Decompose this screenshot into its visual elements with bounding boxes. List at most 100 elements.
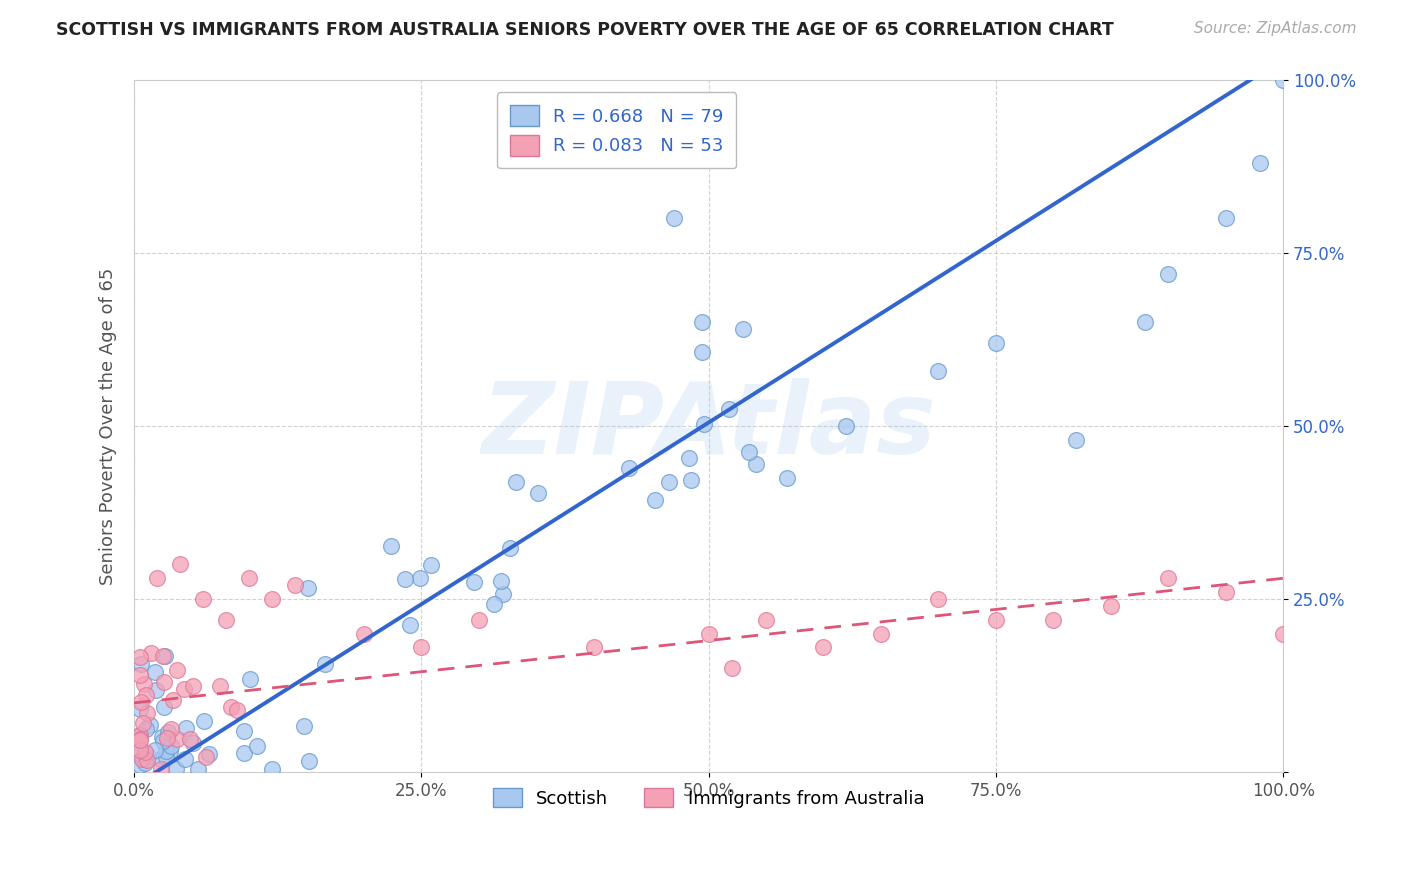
Point — [260, 762, 283, 776]
Point — [128, 732, 150, 747]
Point — [128, 650, 150, 665]
Point — [870, 626, 893, 640]
Point — [128, 743, 150, 757]
Point — [468, 613, 491, 627]
Y-axis label: Seniors Poverty Over the Age of 65: Seniors Poverty Over the Age of 65 — [100, 268, 117, 585]
Point — [149, 752, 172, 766]
Point — [145, 665, 167, 679]
Point — [399, 617, 422, 632]
Point — [131, 715, 153, 730]
Point — [128, 728, 150, 742]
Point — [128, 747, 150, 761]
Point — [179, 731, 201, 746]
Text: ZIPAtlas: ZIPAtlas — [481, 377, 936, 475]
Point — [159, 744, 181, 758]
Point — [284, 578, 307, 592]
Point — [298, 754, 321, 768]
Point — [644, 492, 666, 507]
Point — [155, 744, 177, 758]
Point — [1135, 315, 1157, 329]
Point — [314, 657, 336, 671]
Point — [260, 592, 283, 607]
Point — [1099, 599, 1122, 613]
Point — [463, 574, 485, 589]
Point — [505, 475, 527, 489]
Point — [380, 539, 402, 553]
Point — [720, 661, 742, 675]
Text: SCOTTISH VS IMMIGRANTS FROM AUSTRALIA SENIORS POVERTY OVER THE AGE OF 65 CORRELA: SCOTTISH VS IMMIGRANTS FROM AUSTRALIA SE… — [56, 21, 1114, 38]
Point — [1157, 267, 1180, 281]
Point — [835, 419, 858, 434]
Point — [927, 364, 949, 378]
Point — [658, 475, 681, 490]
Point — [984, 336, 1007, 351]
Point — [693, 417, 716, 431]
Point — [143, 743, 166, 757]
Point — [150, 731, 173, 745]
Text: Source: ZipAtlas.com: Source: ZipAtlas.com — [1194, 21, 1357, 36]
Point — [233, 723, 256, 738]
Point — [233, 746, 256, 760]
Point — [208, 679, 231, 693]
Point — [984, 613, 1007, 627]
Point — [194, 749, 217, 764]
Point — [169, 558, 191, 572]
Point — [128, 702, 150, 716]
Point — [690, 315, 713, 329]
Point — [755, 613, 778, 627]
Point — [152, 649, 174, 664]
Point — [409, 571, 432, 585]
Point — [128, 728, 150, 742]
Point — [166, 731, 188, 746]
Point — [499, 541, 522, 555]
Point — [927, 592, 949, 607]
Point — [717, 401, 740, 416]
Point — [128, 668, 150, 682]
Point — [183, 679, 205, 693]
Point — [135, 753, 157, 767]
Point — [152, 675, 174, 690]
Point — [679, 473, 702, 487]
Point — [1215, 585, 1237, 599]
Point — [187, 762, 209, 776]
Point — [138, 718, 160, 732]
Point — [134, 745, 156, 759]
Point — [135, 689, 157, 703]
Point — [1042, 613, 1064, 627]
Point — [162, 692, 184, 706]
Point — [136, 706, 159, 720]
Point — [292, 719, 315, 733]
Point — [173, 752, 195, 766]
Point — [776, 471, 799, 485]
Point — [297, 581, 319, 595]
Point — [1272, 73, 1295, 87]
Point — [134, 677, 156, 691]
Point — [238, 571, 260, 585]
Point — [134, 756, 156, 770]
Point — [813, 640, 835, 655]
Point — [226, 704, 249, 718]
Point — [1272, 626, 1295, 640]
Point — [1249, 156, 1271, 170]
Point — [128, 731, 150, 746]
Point — [159, 723, 181, 737]
Point — [219, 700, 242, 714]
Point — [198, 747, 221, 761]
Point — [135, 723, 157, 737]
Point — [157, 725, 180, 739]
Point — [731, 322, 754, 336]
Point — [129, 657, 152, 672]
Point — [420, 558, 443, 572]
Legend: Scottish, Immigrants from Australia: Scottish, Immigrants from Australia — [485, 781, 932, 815]
Point — [491, 587, 513, 601]
Point — [153, 699, 176, 714]
Point — [129, 695, 152, 709]
Point — [353, 626, 375, 640]
Point — [738, 444, 761, 458]
Point — [411, 640, 433, 655]
Point — [156, 731, 179, 745]
Point — [745, 457, 768, 471]
Point — [146, 571, 169, 585]
Point — [150, 762, 173, 776]
Point — [482, 597, 505, 611]
